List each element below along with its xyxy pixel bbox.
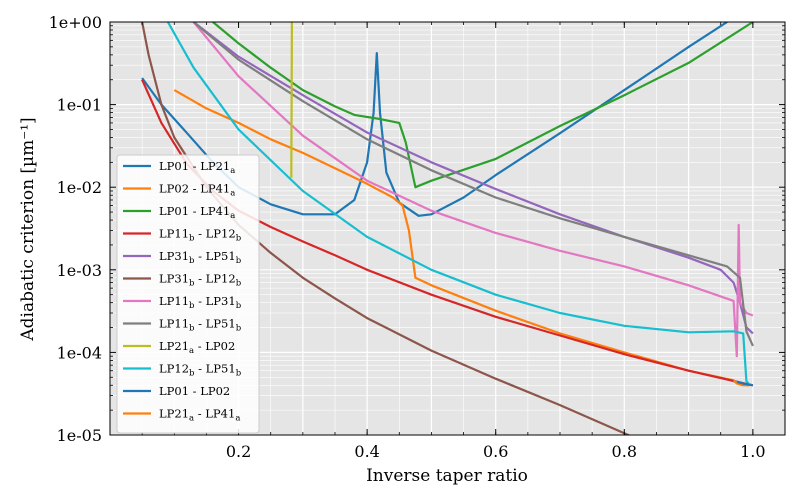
legend-label-9: LP21a - LP02 [159,339,235,356]
legend: LP01 - LP21a LP02 - LP41a LP01 - LP41a LP11… [116,154,260,434]
x-axis-label: Inverse taper ratio [366,466,528,486]
plot-border [109,21,786,436]
y-tick-label: 1e-01 [57,96,102,115]
legend-label-3: LP01 - LP41a [159,204,235,221]
y-tick-label: 1e-05 [57,426,102,445]
series-line-12 [732,379,738,384]
y-tick-label: 1e-02 [57,178,102,197]
legend-label-2: LP02 - LP41a [159,182,235,199]
y-tick-label: 1e+00 [49,13,102,32]
series-line-9 [290,22,293,178]
y-tick-label: 1e-04 [57,343,102,362]
legend-label-10: LP12b - LP51b [159,362,242,379]
axis-ticks: 0.2 0.4 0.6 0.8 1.0 1e-05 1e-04 1e-03 1e-02 1e-01… [49,13,785,461]
legend-label-5: LP31b - LP51b [159,249,242,266]
legend-label-7: LP11b - LP31b [159,294,242,311]
series-line-3 [212,22,754,189]
y-tick-label: 1e-03 [57,261,102,280]
x-tick-label: 1.0 [740,442,765,461]
plot-frame [109,21,786,436]
x-tick-label: 0.4 [354,442,379,461]
x-tick-label: 0.2 [226,442,251,461]
y-axis-label: Adiabatic criterion [µm⁻¹] [18,117,38,341]
legend-label-11: LP01 - LP02 [159,384,230,398]
legend-label-8: LP11b - LP51b [159,317,242,334]
legend-label-1: LP01 - LP21a [159,159,235,176]
legend-box [116,154,260,434]
series-line-6 [141,22,631,435]
legend-label-12: LP21a - LP41a [159,407,240,424]
legend-label-6: LP31b - LP12b [159,272,242,289]
grid-lines [110,22,785,436]
legend-label-4: LP11b - LP12b [159,227,242,244]
series-line-10 [166,22,751,386]
x-tick-label: 0.8 [612,442,637,461]
x-tick-label: 0.6 [483,442,508,461]
series-line-8 [192,22,754,347]
